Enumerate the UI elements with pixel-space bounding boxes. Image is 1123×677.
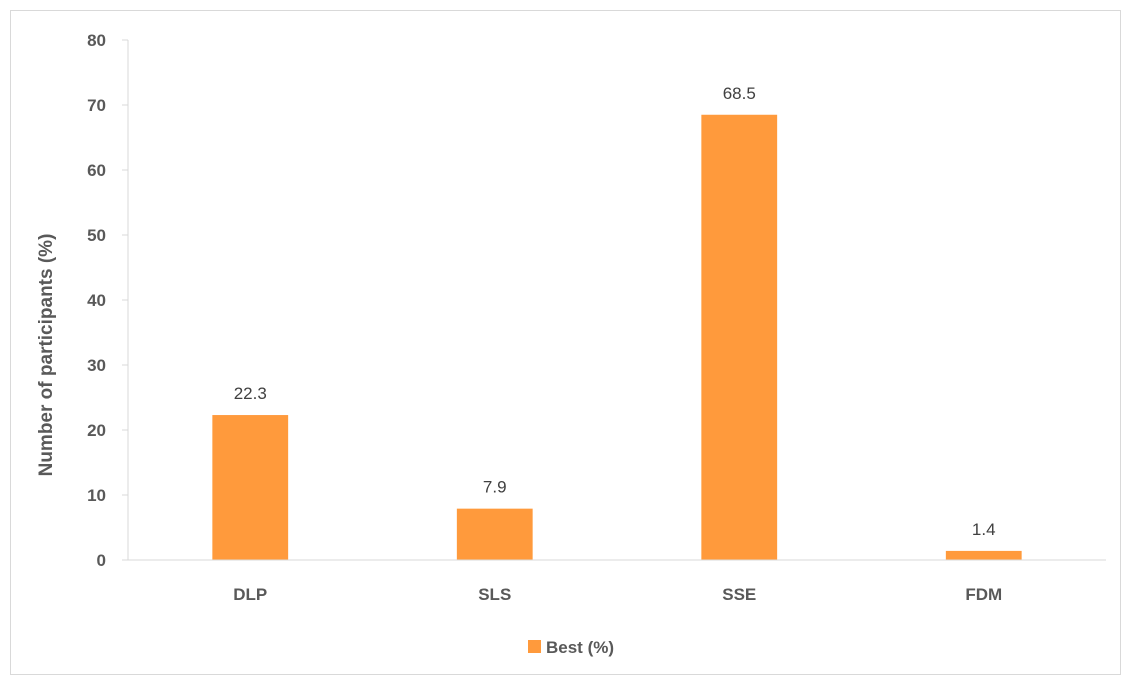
bar-sls xyxy=(456,508,533,560)
y-tick-label: 20 xyxy=(87,421,106,440)
bar-dlp xyxy=(212,415,289,560)
data-label-sse: 68.5 xyxy=(723,84,756,103)
x-tick-label-sls: SLS xyxy=(478,585,511,604)
x-tick-label-dlp: DLP xyxy=(233,585,267,604)
legend-swatch xyxy=(528,640,541,653)
data-label-dlp: 22.3 xyxy=(234,384,267,403)
chart-frame xyxy=(10,10,1121,675)
y-tick-label: 70 xyxy=(87,96,106,115)
y-tick-label: 60 xyxy=(87,161,106,180)
y-tick-label: 10 xyxy=(87,486,106,505)
data-labels: 22.3 7.9 68.5 1.4 xyxy=(234,84,996,539)
y-axis: 0 10 20 30 40 50 60 70 80 xyxy=(87,31,129,570)
bar-fdm xyxy=(945,550,1022,560)
y-axis-title: Number of participants (%) xyxy=(36,234,57,477)
y-tick-label: 0 xyxy=(97,551,106,570)
y-tick-label: 40 xyxy=(87,291,106,310)
x-axis: DLP SLS SSE FDM xyxy=(128,559,1106,604)
data-label-fdm: 1.4 xyxy=(972,520,996,539)
y-tick-label: 50 xyxy=(87,226,106,245)
bars xyxy=(212,114,1022,560)
data-label-sls: 7.9 xyxy=(483,478,507,497)
legend-label: Best (%) xyxy=(546,638,614,657)
y-tick-label: 80 xyxy=(87,31,106,50)
y-tick-label: 30 xyxy=(87,356,106,375)
x-tick-label-fdm: FDM xyxy=(965,585,1002,604)
x-tick-label-sse: SSE xyxy=(722,585,756,604)
legend: Best (%) xyxy=(528,638,614,657)
bar-sse xyxy=(701,114,778,560)
